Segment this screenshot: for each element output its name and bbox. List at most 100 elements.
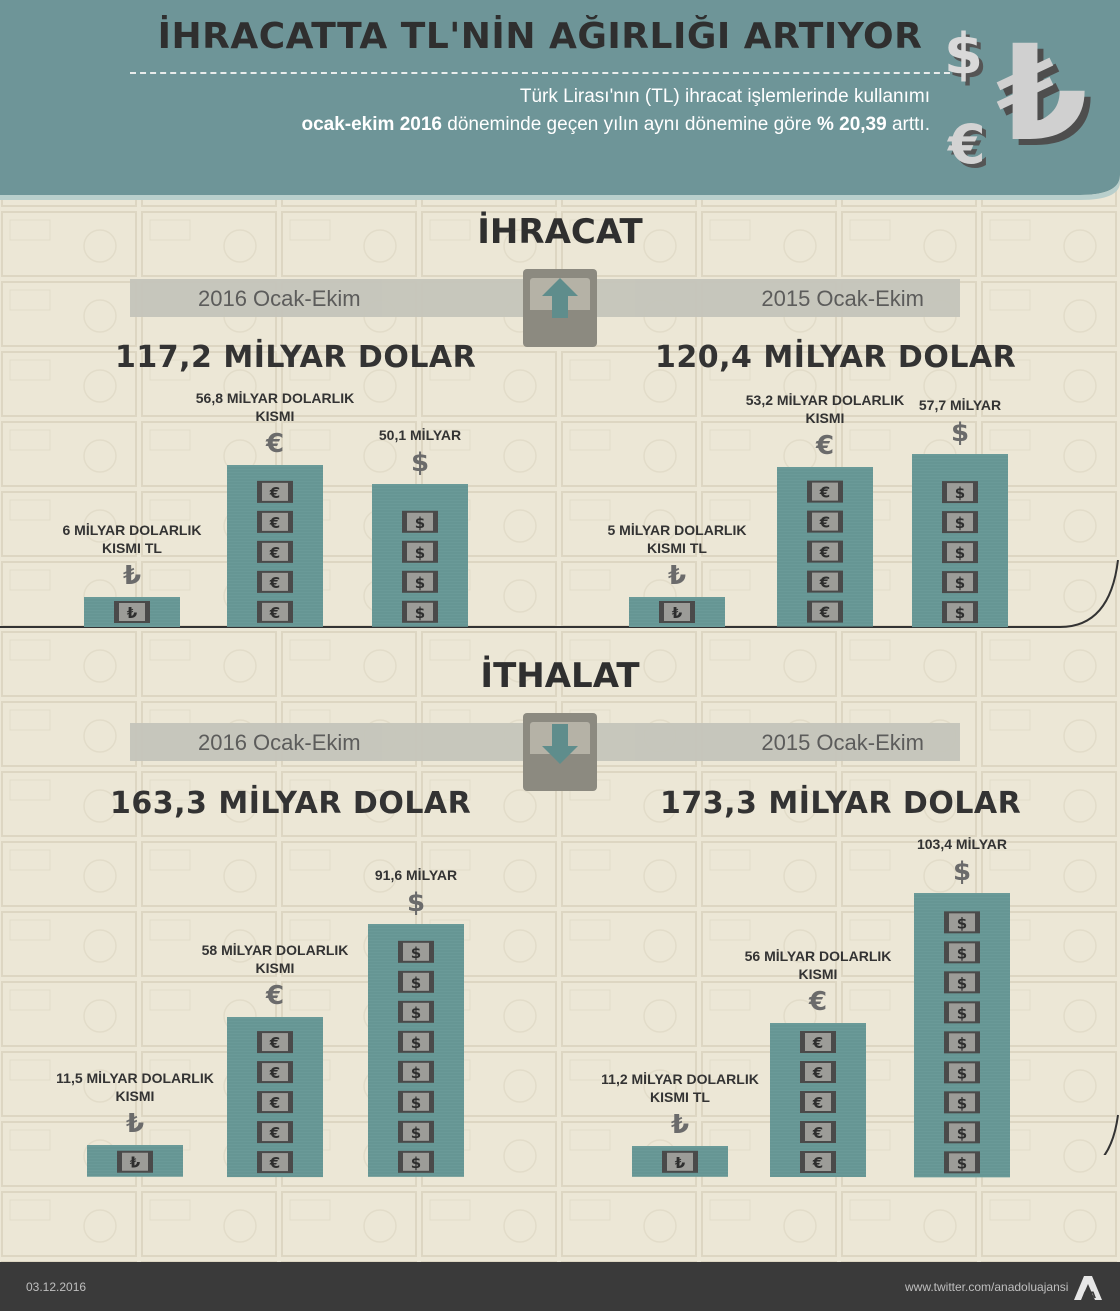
money-band-inner: [403, 1002, 429, 1021]
money-band-inner: [805, 1093, 831, 1111]
footer-twitter-link[interactable]: www.twitter.com/anadoluajansi: [905, 1280, 1069, 1294]
bar-currency-symbol: ₺: [670, 1110, 690, 1141]
currency-mark: €: [269, 1064, 280, 1082]
lira-sign-3d-icon: ₺ ₺: [996, 17, 1094, 177]
money-band-inner: [949, 1092, 975, 1111]
currency-mark: ₺: [127, 604, 138, 622]
currency-mark: $: [957, 1064, 967, 1082]
currency-mark: $: [955, 514, 965, 532]
header: İHRACATTA TL'NİN AĞIRLIĞI ARTIYOR Türk L…: [0, 0, 1120, 200]
currency-mark: €: [269, 484, 280, 502]
money-band-inner: [805, 1123, 831, 1141]
svg-text:₺: ₺: [1002, 23, 1094, 177]
currency-mark: €: [812, 1094, 823, 1112]
money-band-inner: [812, 572, 838, 591]
bar-stack-1-dolar: $ $ $ $ $: [912, 453, 1008, 627]
currency-mark: €: [819, 514, 830, 532]
money-band-inner: [403, 1152, 429, 1171]
footer: [0, 1262, 1120, 1311]
import-right-period: 2015 Ocak-Ekim: [761, 730, 924, 755]
money-band-inner: [407, 602, 433, 621]
bar-currency-symbol: ₺: [125, 1109, 145, 1140]
currency-mark: €: [269, 544, 280, 562]
money-band-inner: [947, 572, 973, 591]
money-band-inner: [403, 942, 429, 961]
subtitle-period: ocak-ekim 2016: [301, 114, 442, 135]
page-title: İHRACATTA TL'NİN AĞIRLIĞI ARTIYOR: [157, 16, 923, 57]
import-baseline: [1103, 1114, 1119, 1155]
money-band-inner: [403, 1122, 429, 1141]
bar-value-label: 56 MİLYAR DOLARLIK KISMI: [744, 948, 892, 982]
export-baseline: [0, 560, 1119, 628]
import-left-total: 163,3 MİLYAR DOLAR: [110, 786, 472, 821]
currency-mark: €: [819, 484, 830, 502]
money-band-inner: [403, 1032, 429, 1051]
money-band-inner: [812, 482, 838, 501]
money-band-inner: [947, 542, 973, 561]
import-left-period: 2016 Ocak-Ekim: [198, 730, 361, 755]
bar-currency-symbol: €: [815, 431, 835, 462]
money-band-inner: [262, 1032, 288, 1051]
money-band-inner: [949, 1032, 975, 1051]
euro-sign-3d-icon: € €: [946, 113, 990, 180]
bar-currency-symbol: $: [410, 448, 430, 479]
bar-currency-symbol: ₺: [667, 561, 687, 591]
bar-value-label: 103,4 MİLYAR: [916, 835, 1007, 852]
money-band-inner: [407, 572, 433, 591]
aa-logo-icon: AA: [1074, 1276, 1102, 1301]
money-band-inner: [812, 512, 838, 531]
bar-stack-0-tl: ₺: [84, 597, 180, 627]
bar-stack-2-euro: € € € € €: [227, 1016, 323, 1177]
svg-text:$: $: [944, 22, 983, 87]
svg-text:AA: AA: [1082, 1291, 1096, 1301]
currency-mark: ₺: [130, 1154, 141, 1172]
currency-mark: ₺: [675, 1154, 686, 1172]
export-right-period: 2015 Ocak-Ekim: [761, 286, 924, 311]
bar-currency-symbol: €: [265, 980, 285, 1011]
money-band-inner: [262, 542, 288, 561]
svg-text:€: €: [950, 117, 990, 180]
currency-mark: $: [415, 514, 425, 532]
bar-value-label: 57,7 MİLYAR: [918, 396, 1002, 413]
currency-mark: $: [957, 974, 967, 992]
bar-value-label: 50,1 MİLYAR: [378, 427, 462, 444]
currency-mark: €: [269, 1154, 280, 1172]
bar-value-label: 53,2 MİLYAR DOLARLIK KISMI: [745, 392, 905, 427]
currency-mark: €: [812, 1154, 823, 1172]
subtitle-middle: döneminde geçen yılın aynı dönemine göre: [441, 114, 817, 135]
currency-mark: $: [955, 604, 965, 622]
money-band-inner: [262, 1092, 288, 1111]
bar-currency-symbol: $: [950, 417, 970, 448]
money-band-inner: [667, 1152, 693, 1171]
money-band-inner: [403, 972, 429, 991]
money-band-inner: [262, 1062, 288, 1081]
money-band-inner: [812, 542, 838, 561]
currency-mark: $: [411, 1154, 421, 1172]
currency-mark: $: [957, 1154, 967, 1172]
export-right-total: 120,4 MİLYAR DOLAR: [655, 340, 1017, 375]
currency-mark: €: [269, 1034, 280, 1052]
currency-mark: $: [957, 944, 967, 962]
currency-mark: $: [411, 944, 421, 962]
currency-mark: €: [819, 604, 830, 622]
money-band-inner: [805, 1063, 831, 1081]
svg-text:$: $: [948, 26, 987, 91]
bar-value-label: 58 MİLYAR DOLARLIK KISMI: [201, 941, 349, 976]
money-band-inner: [262, 1152, 288, 1171]
currency-mark: ₺: [672, 604, 683, 622]
subtitle-end: arttı.: [886, 114, 930, 135]
currency-mark: $: [411, 974, 421, 992]
money-band-inner: [949, 1062, 975, 1081]
bar-stack-1-euro: € € € € €: [777, 467, 873, 627]
bar-stack-0-euro: € € € € €: [227, 465, 323, 627]
money-band-inner: [812, 602, 838, 621]
currency-mark: €: [819, 574, 830, 592]
export-section-title: İHRACAT: [477, 212, 643, 252]
currency-mark: €: [812, 1064, 823, 1082]
money-band-inner: [403, 1062, 429, 1081]
money-band-inner: [805, 1033, 831, 1051]
currency-mark: $: [415, 544, 425, 562]
subtitle-percent: % 20,39: [816, 114, 887, 135]
currency-mark: $: [411, 1064, 421, 1082]
bar-stack-1-tl: ₺: [629, 597, 725, 627]
